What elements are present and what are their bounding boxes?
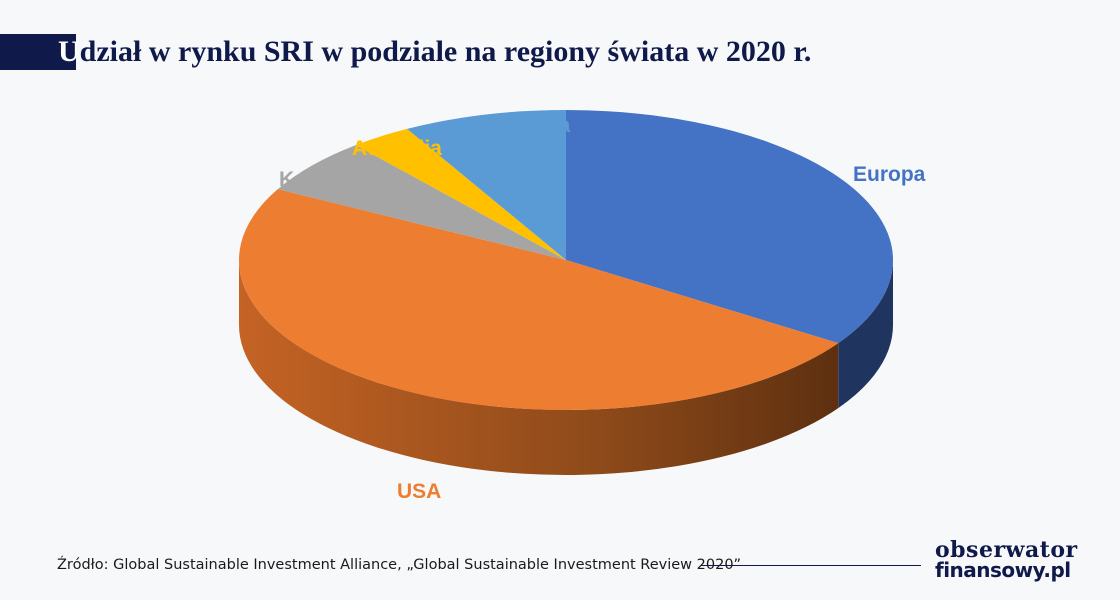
slice-label-japonia: Japonia	[491, 114, 571, 137]
slice-side-usa	[239, 260, 839, 475]
slice-label-usa: USA	[397, 480, 441, 503]
source-note: Źródło: Global Sustainable Investment Al…	[57, 557, 742, 573]
brand-logo: obserwator finansowy.pl	[935, 537, 1095, 582]
page-title: Udział w rynku SRI w podziale na regiony…	[58, 34, 811, 70]
slice-usa	[238, 189, 839, 410]
slice-japonia	[407, 110, 566, 260]
slice-australia	[355, 128, 566, 260]
source-divider	[701, 565, 921, 566]
slice-label-australia: Australia	[352, 137, 442, 160]
slice-europa	[566, 110, 893, 344]
title-text: dział w rynku SRI w podziale na regiony …	[79, 35, 812, 68]
title-accent-bar	[0, 34, 76, 70]
pie-sides	[239, 260, 893, 475]
logo-line2: finansowy.pl	[935, 558, 1071, 582]
pie-tops	[238, 110, 893, 410]
slice-label-europa: Europa	[853, 163, 926, 186]
title-first-letter: U	[58, 35, 80, 68]
pie-labels: Europa USA Kanada Australia Japonia	[279, 114, 926, 503]
slice-kanada	[277, 145, 566, 260]
logo-line1: obserwator	[935, 537, 1078, 563]
slice-label-kanada: Kanada	[279, 168, 355, 191]
slice-side-europa	[838, 260, 893, 409]
